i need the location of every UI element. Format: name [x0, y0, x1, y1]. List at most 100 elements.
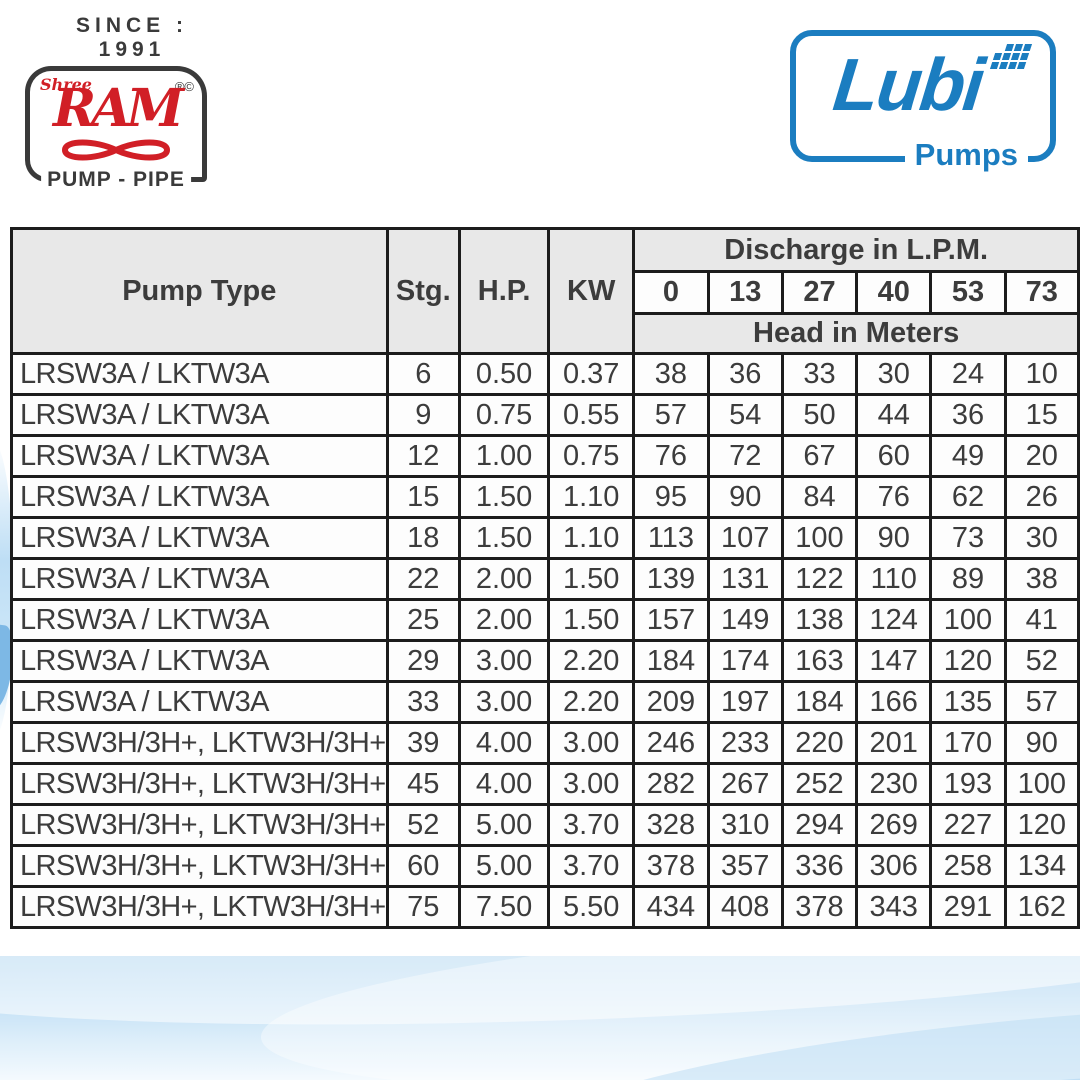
kw-cell: 0.55: [547, 393, 636, 437]
kw-cell: 2.20: [547, 639, 636, 683]
stg-cell: 6: [385, 352, 462, 396]
head-cell: 84: [780, 475, 859, 519]
table-row: LRSW3A / LKTW3A 15 1.50 1.10 95 90 84 76 62 26: [10, 475, 1080, 519]
pump-type-cell: LRSW3A / LKTW3A: [10, 516, 389, 560]
shree-text: Shree: [40, 75, 92, 94]
head-cell: 50: [780, 393, 859, 437]
head-cell: 107: [706, 516, 784, 560]
head-cell: 139: [632, 557, 710, 601]
head-cell: 230: [855, 762, 933, 806]
head-cell: 227: [929, 803, 1007, 847]
head-cell: 60: [855, 434, 933, 478]
kw-cell: 1.10: [547, 516, 636, 560]
head-cell: 138: [780, 598, 859, 642]
head-cell: 30: [855, 352, 933, 396]
head-cell: 90: [855, 516, 933, 560]
head-cell: 246: [632, 721, 710, 765]
col-header-stg: Stg.: [385, 227, 462, 355]
head-cell: 267: [706, 762, 784, 806]
stg-cell: 9: [385, 393, 462, 437]
lubi-logo: Lubi Pumps: [790, 30, 1056, 173]
head-cell: 328: [632, 803, 710, 847]
lubi-pumps-tagline: Pumps: [904, 137, 1028, 173]
head-cell: 184: [632, 639, 710, 683]
head-cell: 209: [632, 680, 710, 724]
bottom-wave-band: [0, 956, 1080, 1080]
hp-cell: 1.00: [458, 434, 551, 478]
head-cell: 157: [632, 598, 710, 642]
table-row: LRSW3A / LKTW3A 25 2.00 1.50 157 149 138 124 100…: [10, 598, 1080, 642]
col-header-discharge: Discharge in L.P.M.: [632, 227, 1080, 273]
head-cell: 134: [1003, 844, 1080, 888]
head-cell: 90: [706, 475, 784, 519]
hp-cell: 4.00: [458, 721, 551, 765]
hp-cell: 1.50: [458, 475, 551, 519]
table-row: LRSW3H/3H+, LKTW3H/3H+ 75 7.50 5.50 434 408 37…: [10, 885, 1080, 929]
table-row: LRSW3A / LKTW3A 22 2.00 1.50 139 131 122 110 89 3…: [10, 557, 1080, 601]
head-cell: 10: [1003, 352, 1080, 396]
head-cell: 201: [855, 721, 933, 765]
head-cell: 73: [929, 516, 1007, 560]
discharge-value: 27: [780, 270, 859, 315]
head-cell: 26: [1003, 475, 1080, 519]
kw-cell: 0.75: [547, 434, 636, 478]
head-cell: 41: [1003, 598, 1080, 642]
kw-cell: 5.50: [547, 885, 636, 929]
discharge-value: 40: [855, 270, 933, 315]
head-cell: 131: [706, 557, 784, 601]
hp-cell: 2.00: [458, 557, 551, 601]
hp-cell: 1.50: [458, 516, 551, 560]
head-cell: 120: [929, 639, 1007, 683]
head-cell: 258: [929, 844, 1007, 888]
discharge-value: 13: [706, 270, 784, 315]
head-cell: 89: [929, 557, 1007, 601]
kw-cell: 1.10: [547, 475, 636, 519]
table-row: LRSW3H/3H+, LKTW3H/3H+ 39 4.00 3.00 246 233 22…: [10, 721, 1080, 765]
head-cell: 378: [632, 844, 710, 888]
stg-cell: 45: [385, 762, 462, 806]
head-cell: 336: [780, 844, 859, 888]
kw-cell: 3.00: [547, 762, 636, 806]
pump-type-cell: LRSW3H/3H+, LKTW3H/3H+: [10, 844, 389, 888]
table-row: LRSW3H/3H+, LKTW3H/3H+ 45 4.00 3.00 282 267 25…: [10, 762, 1080, 806]
hp-cell: 0.50: [458, 352, 551, 396]
trademark-marks: ®©: [174, 79, 194, 94]
head-cell: 282: [632, 762, 710, 806]
kw-cell: 2.20: [547, 680, 636, 724]
head-cell: 30: [1003, 516, 1080, 560]
hp-cell: 5.00: [458, 803, 551, 847]
head-cell: 357: [706, 844, 784, 888]
stg-cell: 18: [385, 516, 462, 560]
head-cell: 76: [855, 475, 933, 519]
stg-cell: 39: [385, 721, 462, 765]
table-row: LRSW3A / LKTW3A 33 3.00 2.20 209 197 184 166 135…: [10, 680, 1080, 724]
stg-cell: 60: [385, 844, 462, 888]
head-cell: 120: [1003, 803, 1080, 847]
kw-cell: 3.70: [547, 803, 636, 847]
stg-cell: 15: [385, 475, 462, 519]
table-body: LRSW3A / LKTW3A 6 0.50 0.37 38 36 33 30 24 10 LRSW…: [10, 352, 1080, 929]
discharge-value: 53: [929, 270, 1007, 315]
since-1991-text: SINCE : 1991: [75, 14, 188, 61]
head-cell: 197: [706, 680, 784, 724]
head-cell: 57: [632, 393, 710, 437]
head-cell: 33: [780, 352, 859, 396]
pump-type-cell: LRSW3A / LKTW3A: [10, 557, 389, 601]
head-cell: 113: [632, 516, 710, 560]
head-cell: 166: [855, 680, 933, 724]
col-header-pump-type: Pump Type: [10, 227, 389, 355]
head-cell: 135: [929, 680, 1007, 724]
pump-type-cell: LRSW3A / LKTW3A: [10, 680, 389, 724]
head-cell: 20: [1003, 434, 1080, 478]
pump-type-cell: LRSW3A / LKTW3A: [10, 393, 389, 437]
stg-cell: 22: [385, 557, 462, 601]
head-cell: 233: [706, 721, 784, 765]
head-cell: 162: [1003, 885, 1080, 929]
head-cell: 100: [929, 598, 1007, 642]
head-cell: 38: [1003, 557, 1080, 601]
head-cell: 174: [706, 639, 784, 683]
pump-type-cell: LRSW3A / LKTW3A: [10, 434, 389, 478]
hp-cell: 5.00: [458, 844, 551, 888]
pump-type-cell: LRSW3A / LKTW3A: [10, 639, 389, 683]
kw-cell: 3.00: [547, 721, 636, 765]
